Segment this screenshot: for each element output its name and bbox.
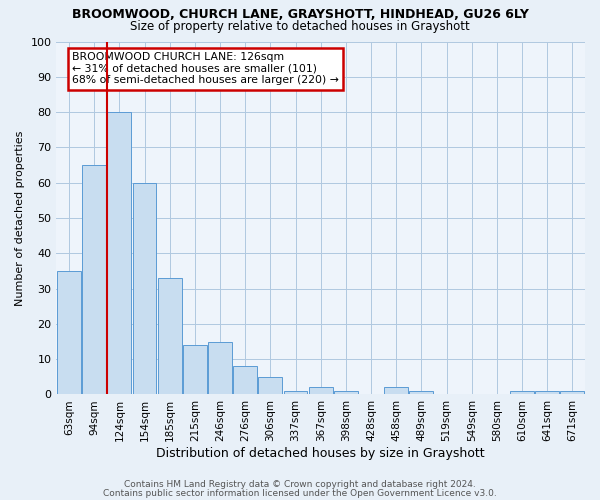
Bar	[107, 112, 131, 395]
Bar	[409, 391, 433, 394]
Y-axis label: Number of detached properties: Number of detached properties	[15, 130, 25, 306]
Text: Contains public sector information licensed under the Open Government Licence v3: Contains public sector information licen…	[103, 488, 497, 498]
Text: Size of property relative to detached houses in Grayshott: Size of property relative to detached ho…	[130, 20, 470, 33]
Bar	[82, 165, 106, 394]
Text: Contains HM Land Registry data © Crown copyright and database right 2024.: Contains HM Land Registry data © Crown c…	[124, 480, 476, 489]
Text: BROOMWOOD CHURCH LANE: 126sqm
← 31% of detached houses are smaller (101)
68% of : BROOMWOOD CHURCH LANE: 126sqm ← 31% of d…	[72, 52, 339, 86]
Bar	[208, 342, 232, 394]
Bar	[183, 345, 207, 395]
Bar	[535, 391, 559, 394]
Bar	[284, 391, 307, 394]
Bar	[233, 366, 257, 394]
Bar	[309, 388, 332, 394]
Bar	[384, 388, 408, 394]
Bar	[334, 391, 358, 394]
Bar	[560, 391, 584, 394]
Bar	[57, 271, 81, 394]
Text: BROOMWOOD, CHURCH LANE, GRAYSHOTT, HINDHEAD, GU26 6LY: BROOMWOOD, CHURCH LANE, GRAYSHOTT, HINDH…	[71, 8, 529, 20]
Bar	[259, 377, 283, 394]
X-axis label: Distribution of detached houses by size in Grayshott: Distribution of detached houses by size …	[157, 447, 485, 460]
Bar	[510, 391, 534, 394]
Bar	[158, 278, 182, 394]
Bar	[133, 182, 157, 394]
